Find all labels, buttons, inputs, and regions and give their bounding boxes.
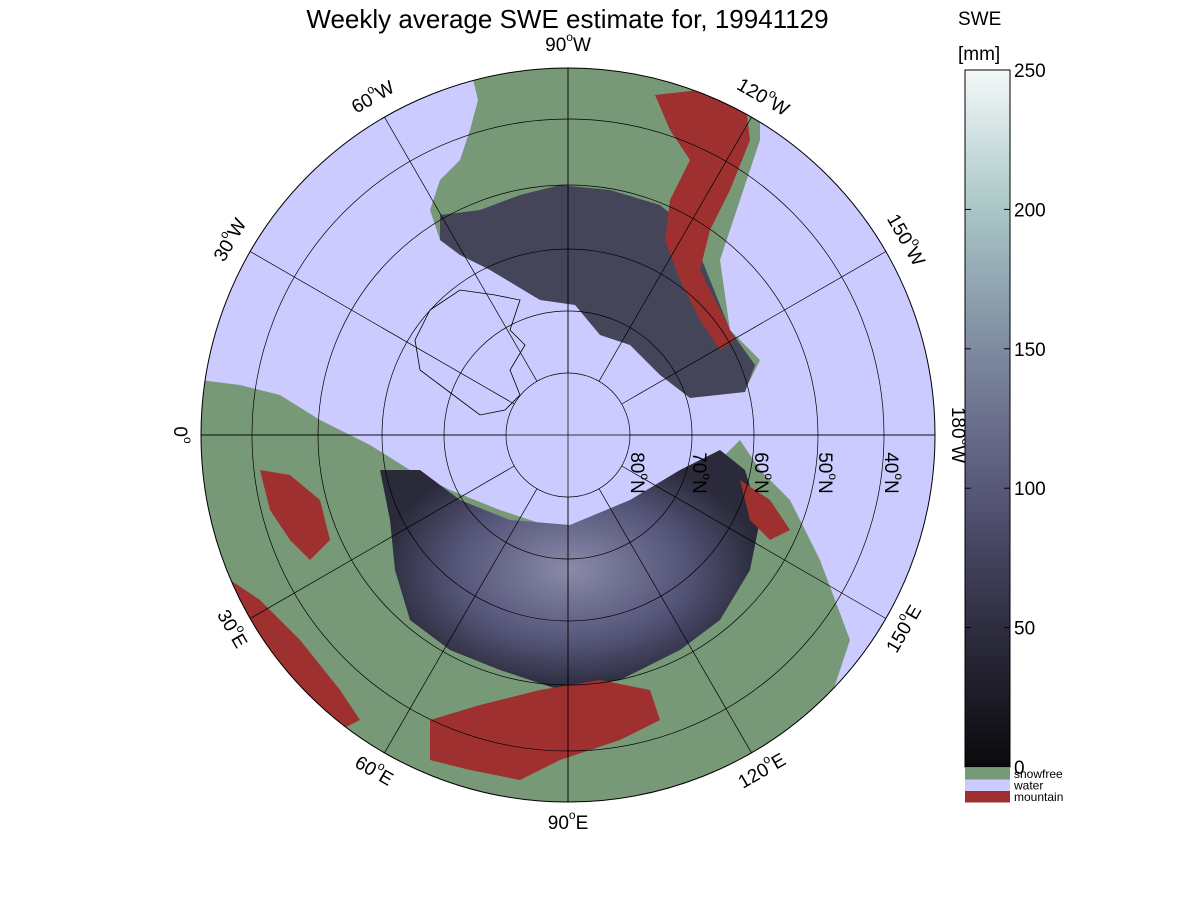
eurasia-snow: [380, 450, 760, 690]
colorbar-unit: [mm]: [958, 44, 1000, 65]
longitude-label: 30oW: [206, 213, 251, 266]
latitude-label: 70oN: [688, 452, 714, 494]
colorbar-gradient: [964, 69, 1011, 768]
legend-swatch-water: [965, 779, 1010, 791]
central-asia-mountains: [430, 680, 660, 780]
scandinavia-mountains: [260, 470, 330, 560]
siberia-mountains: [740, 480, 790, 540]
legend-swatch-snowfree: [965, 768, 1010, 780]
latitude-label: 50oN: [814, 452, 840, 494]
meridian-line: [384, 488, 538, 754]
legend-swatch-mountain: [965, 791, 1010, 803]
longitude-label: 90oE: [548, 808, 589, 834]
colorbar-tick-label: 250: [1014, 61, 1046, 82]
legend-label-mountain: mountain: [1014, 790, 1063, 804]
europe-mountains: [230, 580, 360, 730]
colorbar-title: SWE: [958, 9, 1001, 30]
rocky-mountains: [655, 90, 750, 350]
longitude-label: 90oW: [545, 30, 591, 56]
greenland: [414, 289, 526, 416]
meridian-line: [384, 116, 538, 382]
colorbar-tick-label: 100: [1014, 479, 1046, 500]
graticule: [201, 68, 935, 802]
legend-label-snowfree: snowfree: [1014, 767, 1063, 781]
meridian-line: [598, 488, 752, 754]
colorbar-tick-label: 200: [1014, 200, 1046, 221]
colorbar: SWE [mm] 0 50 100 150 200 250 snowfreewatermo…: [958, 9, 1063, 804]
meridian-line: [598, 116, 752, 382]
longitude-label: 0o: [169, 426, 195, 444]
latitude-label: 60oN: [750, 452, 776, 494]
map-disc: [201, 68, 935, 802]
colorbar-ticks: 0 50 100 150 200 250: [965, 61, 1046, 779]
latitude-label: 40oN: [880, 452, 906, 494]
meridian-line: [621, 251, 887, 405]
map-title: Weekly average SWE estimate for, 1994112…: [306, 4, 829, 34]
meridian-line: [249, 251, 515, 405]
latitude-label: 80oN: [626, 452, 652, 494]
meridian-line: [621, 465, 887, 619]
latitude-labels: 80oN 70oN 60oN 50oN 40oN: [626, 452, 906, 494]
colorbar-tick-label: 150: [1014, 340, 1046, 361]
colorbar-tick-label: 50: [1014, 619, 1035, 640]
legend-label-water: water: [1013, 779, 1043, 793]
longitude-label: 60oW: [346, 73, 399, 118]
map-boundary: [200, 67, 936, 803]
meridian-line: [249, 465, 515, 619]
colorbar-tick-label: 0: [1014, 758, 1025, 779]
